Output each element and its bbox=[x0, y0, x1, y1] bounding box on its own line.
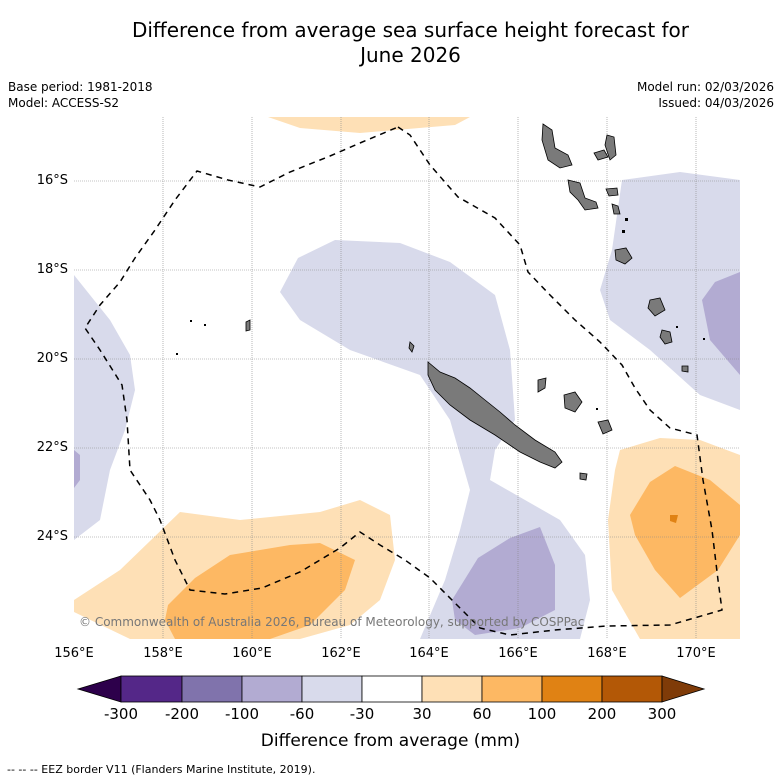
loyalty-lifou bbox=[563, 391, 583, 413]
vanuatu-erromango bbox=[647, 297, 666, 317]
new-caledonia bbox=[427, 361, 563, 469]
lon-tick: 160°E bbox=[232, 646, 272, 661]
vanuatu-tanna bbox=[659, 329, 673, 345]
small-islets bbox=[176, 218, 705, 410]
title-line-2: June 2026 bbox=[360, 43, 461, 67]
loyalty-mare bbox=[597, 419, 613, 435]
colorbar-bin bbox=[181, 675, 243, 703]
map-area bbox=[74, 117, 740, 639]
colorbar-label: 200 bbox=[587, 705, 617, 723]
base-period: Base period: 1981-2018 bbox=[8, 80, 153, 94]
vanuatu-aneityum bbox=[681, 365, 689, 373]
lon-tick: 168°E bbox=[587, 646, 627, 661]
model-name: Model: ACCESS-S2 bbox=[8, 96, 120, 110]
map-title: Difference from average sea surface heig… bbox=[0, 18, 781, 68]
vanuatu-efate bbox=[614, 247, 633, 265]
anomaly-negative-east bbox=[600, 172, 740, 410]
colorbar-label: -60 bbox=[289, 705, 315, 723]
chesterfield-islands bbox=[245, 319, 251, 332]
anomaly-negative-south-core bbox=[452, 527, 555, 635]
meta-left: Base period: 1981-2018 Model: ACCESS-S2 bbox=[8, 79, 153, 111]
footer-legend: -- -- -- EEZ border V11 (Flanders Marine… bbox=[7, 763, 316, 776]
land-masses bbox=[245, 123, 689, 481]
colorbar-extend-high bbox=[661, 675, 706, 703]
lat-tick: 24°S bbox=[36, 529, 68, 544]
lon-tick: 156°E bbox=[54, 646, 94, 661]
colorbar-title: Difference from average (mm) bbox=[260, 731, 521, 751]
title-line-1: Difference from average sea surface heig… bbox=[131, 18, 690, 42]
colorbar-bin bbox=[541, 675, 603, 703]
isle-of-pines bbox=[579, 472, 588, 481]
colorbar bbox=[76, 675, 706, 703]
colorbar-bin bbox=[120, 675, 183, 703]
colorbar-bin bbox=[481, 675, 543, 703]
colorbar-label: -200 bbox=[164, 705, 200, 723]
anomaly-negative-west-edge bbox=[74, 450, 80, 488]
lon-tick: 170°E bbox=[676, 646, 716, 661]
vanuatu-pentecost bbox=[593, 149, 609, 161]
lat-tick: 22°S bbox=[36, 440, 68, 455]
colorbar-label: -300 bbox=[103, 705, 139, 723]
meta-right: Model run: 02/03/2026 Issued: 04/03/2026 bbox=[637, 79, 774, 111]
lat-tick: 16°S bbox=[36, 173, 68, 188]
vanuatu-epi bbox=[611, 203, 621, 215]
issued-date: Issued: 04/03/2026 bbox=[658, 96, 774, 110]
colorbar-bin bbox=[421, 675, 483, 703]
anomaly-negative-east-core bbox=[702, 272, 740, 375]
colorbar-label: 60 bbox=[472, 705, 492, 723]
colorbar-label: 100 bbox=[527, 705, 557, 723]
colorbar-bin bbox=[241, 675, 303, 703]
vanuatu-malakula bbox=[567, 179, 599, 211]
model-run: Model run: 02/03/2026 bbox=[636, 80, 774, 94]
lon-tick: 162°E bbox=[321, 646, 361, 661]
vanuatu-ambrym bbox=[605, 187, 619, 197]
lon-tick: 158°E bbox=[143, 646, 183, 661]
anomaly-positive-southeast-core bbox=[630, 466, 740, 598]
lat-tick: 20°S bbox=[36, 351, 68, 366]
vanuatu-maewo bbox=[604, 134, 617, 161]
loyalty-ouvea bbox=[537, 377, 547, 393]
colorbar-label: 30 bbox=[412, 705, 432, 723]
belep-islands bbox=[408, 341, 415, 353]
colorbar-label: 300 bbox=[647, 705, 677, 723]
colorbar-label: -30 bbox=[349, 705, 375, 723]
colorbar-bin bbox=[601, 675, 663, 703]
colorbar-bin bbox=[361, 675, 423, 703]
anomaly-negative-west bbox=[74, 275, 135, 540]
lon-tick: 166°E bbox=[498, 646, 538, 661]
vanuatu-espiritu-santo bbox=[541, 123, 573, 169]
colorbar-label: -100 bbox=[224, 705, 260, 723]
colorbar-bin bbox=[301, 675, 363, 703]
grid-lines bbox=[74, 117, 740, 639]
anomaly-positive-north bbox=[268, 117, 470, 133]
anomaly-positive-southeast-spot bbox=[670, 515, 678, 523]
colorbar-extend-low bbox=[76, 675, 122, 703]
lon-tick: 164°E bbox=[409, 646, 449, 661]
lat-tick: 18°S bbox=[36, 262, 68, 277]
copyright-text: © Commonwealth of Australia 2026, Bureau… bbox=[79, 615, 584, 629]
